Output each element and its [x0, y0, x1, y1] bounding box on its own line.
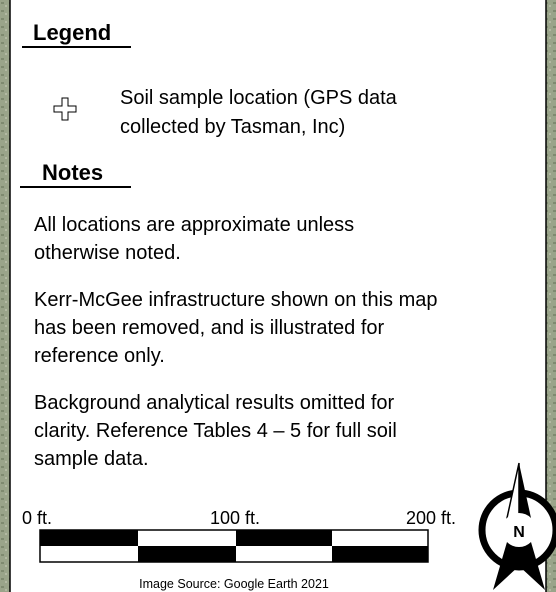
scale-segment: [332, 546, 428, 562]
legend-panel: Legend Soil sample location (GPS data col…: [0, 0, 556, 592]
note-text: sample data.: [34, 448, 149, 470]
note-text: clarity. Reference Tables 4 – 5 for full…: [34, 420, 397, 442]
note-text: has been removed, and is illustrated for: [34, 317, 385, 339]
north-label: N: [513, 524, 525, 541]
notes-title: Notes: [42, 160, 103, 185]
note-text: All locations are approximate unless: [34, 214, 354, 236]
note-text: reference only.: [34, 345, 165, 367]
image-source: Image Source: Google Earth 2021: [139, 577, 329, 591]
scale-label: 0 ft.: [22, 508, 52, 528]
scale-label: 100 ft.: [210, 508, 260, 528]
page: {"legend": {"title": "Legend", "items": …: [0, 0, 556, 592]
scale-segment: [40, 530, 138, 546]
note-text: Background analytical results omitted fo…: [34, 392, 395, 414]
scale-segment: [138, 546, 236, 562]
note-text: otherwise noted.: [34, 242, 181, 264]
legend-text: Soil sample location (GPS data: [120, 87, 398, 109]
legend-title: Legend: [33, 20, 111, 45]
note-text: Kerr-McGee infrastructure shown on this …: [34, 289, 438, 311]
scale-label: 200 ft.: [406, 508, 456, 528]
scale-segment: [236, 530, 332, 546]
legend-text: collected by Tasman, Inc): [120, 116, 345, 138]
